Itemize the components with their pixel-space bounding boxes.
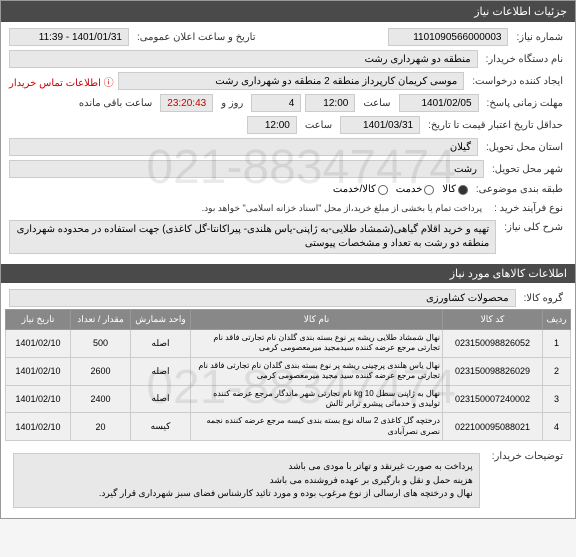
- general-desc-label: شرح کلی نیاز:: [500, 220, 567, 235]
- contact-info-link[interactable]: ⓘ اطلاعات تماس خریدار: [9, 74, 114, 89]
- group-value: محصولات کشاورزی: [9, 289, 516, 307]
- main-container: جزئیات اطلاعات نیاز شماره نیاز: 11010905…: [0, 0, 576, 519]
- table-row: 2023150098826029نهال یاس هلندی پرچینی ری…: [6, 357, 571, 385]
- remain-time: 23:20:43: [160, 94, 213, 112]
- page-header: جزئیات اطلاعات نیاز: [1, 1, 575, 22]
- deadline-time-label: ساعت: [359, 96, 394, 111]
- validity-time-label: ساعت: [301, 118, 336, 133]
- announce-date-value: 1401/01/31 - 11:39: [9, 28, 129, 46]
- remain-days-label: روز و: [217, 96, 247, 111]
- province-label: استان محل تحویل:: [482, 140, 567, 155]
- remain-days: 4: [251, 94, 301, 112]
- category-label: طبقه بندی موضوعی:: [472, 182, 567, 197]
- table-row: 3023150007240002نهال به ژاپنی سطل 10 kg …: [6, 385, 571, 413]
- th-name: نام کالا: [191, 310, 443, 330]
- city-label: شهر محل تحویل:: [488, 162, 567, 177]
- table-row: 4022100095088021درختچه گل کاغذی 2 ساله ن…: [6, 413, 571, 441]
- buyer-note-text: پرداخت به صورت غیرنقد و تهاتر با مودی می…: [13, 453, 480, 508]
- deadline-date: 1401/02/05: [399, 94, 479, 112]
- buyer-note-label: توضیحات خریدار:: [488, 449, 567, 464]
- need-number-value: 1101090566000003: [388, 28, 508, 46]
- th-code: کد کالا: [443, 310, 543, 330]
- items-section-title: اطلاعات کالاهای مورد نیاز: [1, 264, 575, 283]
- requester-label: ایجاد کننده درخواست:: [468, 74, 567, 89]
- deadline-label: مهلت زمانی پاسخ:: [483, 96, 567, 111]
- process-type-label: نوع فرآیند خرید :: [490, 201, 567, 216]
- org-name-label: نام دستگاه خریدار:: [482, 52, 567, 67]
- category-radio-group: کالا خدمت کالا/خدمت: [333, 184, 468, 195]
- announce-date-label: تاریخ و ساعت اعلان عمومی:: [133, 30, 260, 45]
- radio-both[interactable]: کالا/خدمت: [333, 184, 388, 195]
- general-desc-value: تهیه و خرید اقلام گیاهی(شمشاد طلایی-به ژ…: [9, 220, 496, 254]
- requester-value: موسی کریمان کارپرداز منطقه 2 منطقه دو شه…: [118, 72, 465, 90]
- items-table: ردیف کد کالا نام کالا واحد شمارش مقدار /…: [5, 309, 571, 441]
- province-value: گیلان: [9, 138, 478, 156]
- remain-suffix: ساعت باقی مانده: [75, 96, 156, 111]
- need-number-label: شماره نیاز:: [512, 30, 567, 45]
- group-label: گروه کالا:: [520, 291, 567, 306]
- process-type-note: پرداخت تمام یا بخشی از مبلغ خرید،از محل …: [198, 201, 486, 216]
- th-num: ردیف: [543, 310, 571, 330]
- th-unit: واحد شمارش: [131, 310, 191, 330]
- validity-label: حداقل تاریخ اعتبار قیمت تا تاریخ:: [424, 118, 567, 133]
- validity-time: 12:00: [247, 116, 297, 134]
- org-name-value: منطقه دو شهرداری رشت: [9, 50, 478, 68]
- radio-khedmat[interactable]: خدمت: [396, 184, 435, 195]
- th-date: تاریخ نیاز: [6, 310, 71, 330]
- validity-date: 1401/03/31: [340, 116, 420, 134]
- deadline-time: 12:00: [305, 94, 355, 112]
- city-value: رشت: [9, 160, 484, 178]
- table-row: 1023150098826052نهال شمشاد طلایی ریشه پر…: [6, 330, 571, 358]
- radio-kala[interactable]: کالا: [442, 184, 468, 195]
- th-qty: مقدار / تعداد: [71, 310, 131, 330]
